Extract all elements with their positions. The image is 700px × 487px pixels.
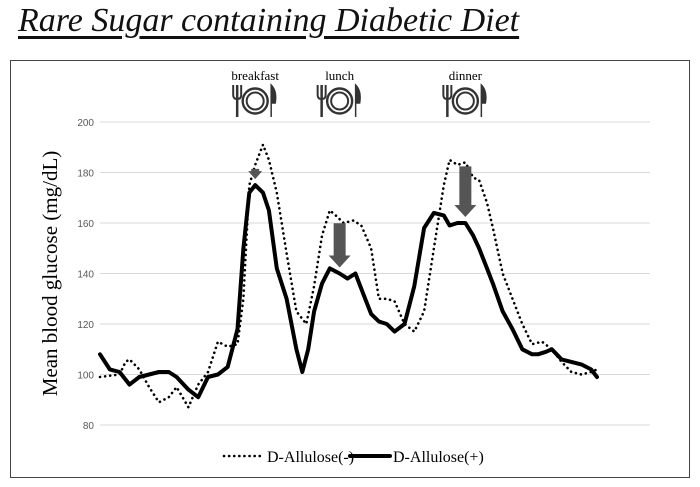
y-axis-label: Mean blood glucose (mg/dL) — [38, 151, 62, 397]
reduction-arrow — [328, 223, 351, 268]
y-tick-label: 200 — [77, 118, 94, 129]
legend-label: D-Allulose(+) — [393, 449, 484, 466]
series-line-d-allulose--- — [98, 183, 599, 400]
plate-fork-knife-icon — [316, 83, 361, 117]
y-tick-label: 80 — [83, 421, 95, 432]
plate-fork-knife-icon — [232, 83, 277, 117]
y-tick-label: 160 — [77, 219, 94, 230]
y-tick-label: 120 — [77, 320, 94, 331]
plate-fork-knife-icon — [442, 83, 487, 117]
reduction-arrow — [454, 166, 477, 217]
meal-label-lunch: lunch — [325, 68, 354, 83]
y-tick-label: 100 — [77, 371, 94, 382]
meal-label-breakfast: breakfast — [231, 68, 279, 83]
page-title: Rare Sugar containing Diabetic Diet — [18, 2, 520, 39]
reduction-arrow — [248, 168, 263, 180]
chart-frame — [10, 60, 690, 478]
series-line-d-allulose--- — [98, 143, 599, 409]
legend-label: D-Allulose(-) — [267, 449, 354, 466]
y-tick-label: 180 — [77, 169, 94, 180]
y-tick-label: 140 — [77, 270, 94, 281]
meal-label-dinner: dinner — [449, 68, 483, 83]
